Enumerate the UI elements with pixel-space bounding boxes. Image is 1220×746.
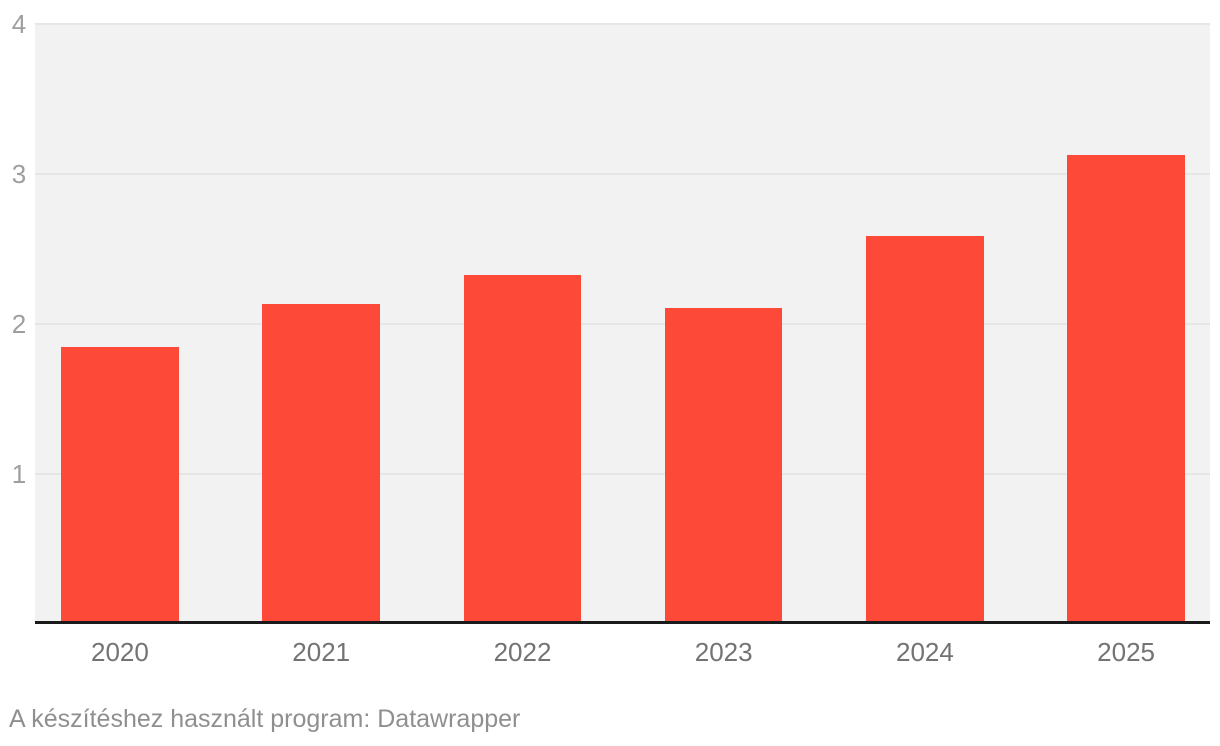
attribution-note: A készítéshez használt program: Datawrap… bbox=[9, 705, 521, 733]
plot-area bbox=[35, 23, 1210, 624]
bar-2022 bbox=[463, 275, 582, 623]
gridline-y1 bbox=[35, 473, 1210, 475]
bar-2021 bbox=[262, 303, 380, 623]
y-tick-label-4: 4 bbox=[11, 9, 27, 39]
x-tick-label-2025: 2025 bbox=[1097, 637, 1156, 667]
x-tick-label-2021: 2021 bbox=[292, 637, 351, 667]
bar-2020 bbox=[61, 347, 179, 623]
bar-2024 bbox=[866, 236, 984, 623]
gridlines bbox=[35, 23, 1210, 623]
y-tick-label-1: 1 bbox=[11, 459, 27, 489]
x-tick-label-2020: 2020 bbox=[91, 637, 149, 667]
gridline-y2 bbox=[35, 323, 1210, 325]
y-tick-label-2: 2 bbox=[11, 309, 27, 339]
x-axis-line bbox=[35, 621, 1210, 624]
x-tick-label-2023: 2023 bbox=[694, 637, 753, 667]
gridline-y3 bbox=[35, 173, 1210, 175]
bars-layer bbox=[35, 23, 1210, 623]
bar-2023 bbox=[664, 308, 783, 623]
x-tick-label-2022: 2022 bbox=[493, 637, 552, 667]
gridline-y4 bbox=[35, 23, 1210, 25]
y-tick-label-3: 3 bbox=[11, 159, 27, 189]
bar-2025 bbox=[1067, 155, 1185, 623]
x-tick-label-2024: 2024 bbox=[896, 637, 954, 667]
